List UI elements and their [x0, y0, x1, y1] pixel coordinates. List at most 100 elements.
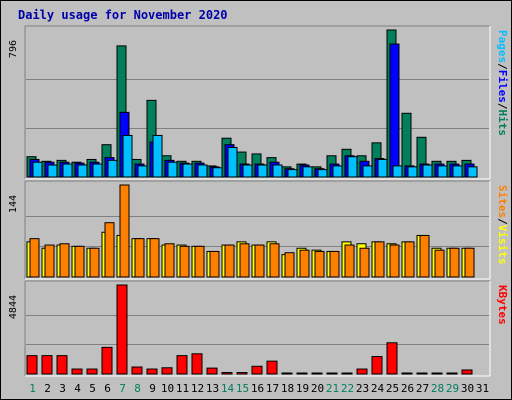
sites-bar [119, 184, 130, 278]
day-label: 8 [134, 382, 141, 395]
day-label: 28 [431, 382, 444, 395]
kbytes-bar [26, 355, 38, 375]
kbytes-bar [116, 284, 128, 375]
day-label: 11 [176, 382, 189, 395]
sites-bar [389, 244, 400, 278]
pages-bar [377, 158, 388, 178]
files-bar [389, 43, 400, 178]
sites-bar [374, 241, 385, 278]
day-label: 20 [311, 382, 324, 395]
sites-bar [209, 250, 220, 278]
kbytes-bar [326, 372, 338, 375]
kbytes-bar [266, 360, 278, 375]
sites-bar [134, 238, 145, 278]
chart-title: Daily usage for November 2020 [18, 8, 228, 22]
kbytes-bar [431, 372, 443, 375]
top-panel-legend: Pages/Files/Hits [496, 30, 509, 136]
sites-bar [254, 244, 265, 278]
day-label: 24 [371, 382, 385, 395]
day-label: 15 [236, 382, 249, 395]
kbytes-bar [41, 355, 53, 375]
sites-bar [269, 243, 280, 278]
day-label: 22 [341, 382, 354, 395]
sites-bar [344, 244, 355, 278]
day-label: 1 [29, 382, 36, 395]
sites-bar [59, 243, 70, 278]
bottom-panel-legend: KBytes [496, 285, 509, 325]
pages-bar [182, 163, 193, 178]
sites-bar [89, 247, 100, 278]
pages-bar [152, 134, 163, 178]
kbytes-bar [401, 372, 413, 375]
pages-bar [122, 134, 133, 178]
day-label: 19 [296, 382, 309, 395]
pages-bar [392, 165, 403, 178]
kbytes-bar [251, 365, 263, 375]
sites-bar [284, 252, 295, 278]
legend-pages: Pages [496, 30, 509, 63]
kbytes-bar [161, 367, 173, 375]
day-label: 5 [89, 382, 96, 395]
kbytes-bar [206, 367, 218, 375]
pages-bar [362, 165, 373, 178]
sites-bar [29, 238, 40, 278]
pages-bar [407, 166, 418, 178]
sites-bar [224, 244, 235, 278]
top-panel-legend-separator: / [496, 63, 509, 70]
pages-bar [227, 146, 238, 178]
day-label: 18 [281, 382, 294, 395]
kbytes-bar [236, 372, 248, 375]
middle-panel-legend: Sites/Visits [496, 185, 509, 265]
pages-bar [332, 165, 343, 178]
day-label: 14 [221, 382, 235, 395]
pages-bar [467, 166, 478, 178]
sites-bar [149, 238, 160, 278]
kbytes-bar [86, 368, 98, 375]
pages-bar [257, 164, 268, 178]
top-panel-legend-separator: / [496, 103, 509, 110]
pages-bar [137, 165, 148, 178]
legend-sites: Sites [496, 185, 509, 218]
sites-bar [164, 243, 175, 278]
pages-bar [437, 165, 448, 178]
kbytes-bar [71, 368, 83, 375]
sites-bar [194, 245, 205, 278]
sites-bar [404, 241, 415, 278]
day-label: 23 [356, 382, 369, 395]
pages-bar [317, 169, 328, 178]
pages-bar [422, 164, 433, 178]
day-label: 3 [59, 382, 66, 395]
kbytes-bar [371, 356, 383, 375]
pages-bar [287, 169, 298, 178]
sites-bar [449, 247, 460, 278]
day-label: 4 [74, 382, 81, 395]
kbytes-bar [281, 372, 293, 375]
kbytes-bar [386, 342, 398, 375]
middle-panel-legend-separator: / [496, 218, 509, 225]
pages-bar [452, 165, 463, 178]
kbytes-bar [176, 355, 188, 375]
day-label: 21 [326, 382, 339, 395]
kbytes-bar [191, 353, 203, 375]
day-label: 29 [446, 382, 459, 395]
sites-bar [239, 243, 250, 278]
day-label: 25 [386, 382, 399, 395]
legend-files: Files [496, 70, 509, 103]
sites-bar [359, 247, 370, 278]
pages-bar [347, 156, 358, 178]
sites-bar [44, 244, 55, 278]
pages-bar [212, 167, 223, 178]
sites-bar [104, 222, 115, 278]
kbytes-bar [296, 372, 308, 375]
pages-bar [107, 159, 118, 178]
pages-bar [62, 163, 73, 178]
pages-bar [272, 164, 283, 178]
pages-bar [167, 161, 178, 178]
sites-bar [299, 249, 310, 278]
pages-bar [197, 164, 208, 178]
sites-bar [329, 250, 340, 278]
pages-bar [302, 166, 313, 178]
legend-kbytes: KBytes [496, 285, 509, 325]
kbytes-bar [446, 372, 458, 375]
pages-bar [47, 164, 58, 178]
